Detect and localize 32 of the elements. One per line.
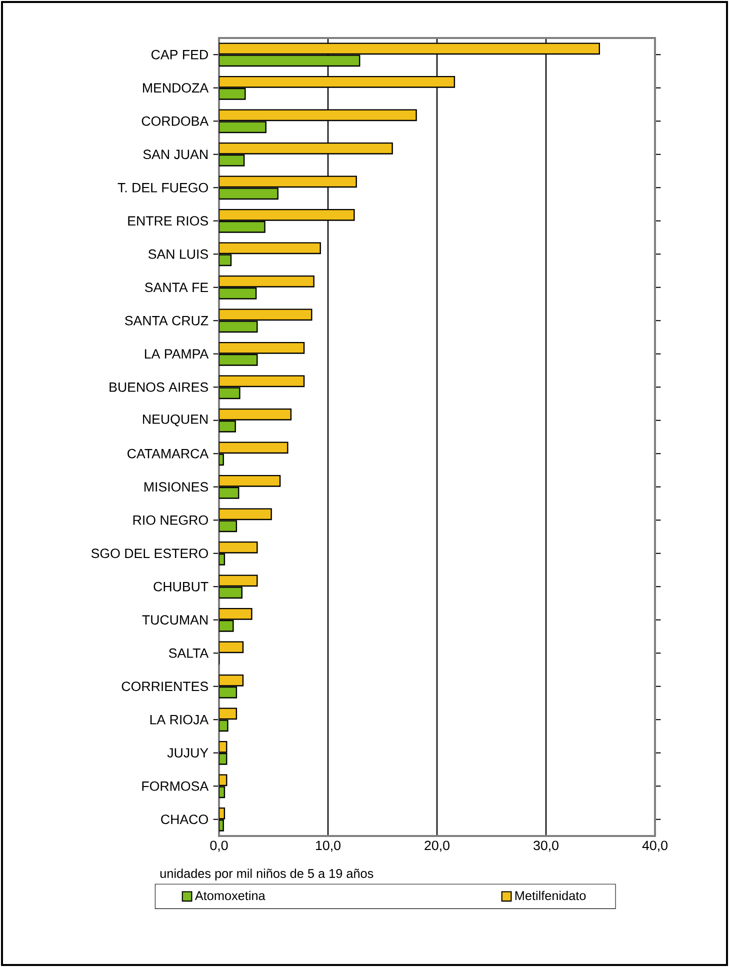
y-tick-label: CORDOBA: [142, 116, 209, 126]
y-tick-label: SALTA: [168, 648, 209, 658]
y-tick-label: T. DEL FUEGO: [118, 182, 208, 192]
y-tick-label: TUCUMAN: [142, 615, 208, 625]
y-tick-label: ENTRE RIOS: [128, 216, 208, 226]
y-tick-label: SANTA CRUZ: [125, 316, 208, 326]
y-tick-label: LA RIOJA: [150, 714, 209, 724]
legend-label: Metilfenidato: [515, 890, 586, 900]
x-tick-label: 10,0: [316, 840, 340, 852]
y-tick-label: FORMOSA: [142, 781, 209, 791]
y-tick-label: CHACO: [161, 814, 208, 824]
y-tick-label: BUENOS AIRES: [110, 382, 208, 392]
y-tick-label: CATAMARCA: [128, 448, 209, 458]
y-tick-label: NEUQUEN: [143, 414, 208, 426]
y-tick-label: SAN JUAN: [143, 150, 208, 160]
y-tick-label: CAP FED: [151, 50, 208, 60]
y-tick-label: SGO DEL ESTERO: [91, 548, 208, 558]
legend-label: Atomoxetina: [194, 890, 266, 900]
y-tick-label: LA PAMPA: [144, 349, 209, 358]
y-tick-label: JUJUY: [167, 748, 208, 758]
y-tick-label: MENDOZA: [143, 83, 209, 93]
x-axis-title: unidades por mil niños de 5 a 19 años: [160, 868, 374, 880]
y-tick-label: CORRIENTES: [122, 682, 208, 692]
y-tick-label: RIO NEGRO: [133, 515, 208, 525]
x-tick-label: 20,0: [424, 840, 450, 852]
y-tick-label: MISIONES: [144, 482, 208, 492]
x-tick-label: 0,0: [210, 840, 228, 852]
x-tick-label: 40,0: [642, 840, 668, 852]
y-tick-label: CHUBUT: [154, 582, 208, 592]
y-tick-label: SAN LUIS: [148, 249, 208, 259]
y-tick-label: SANTA FE: [145, 282, 208, 292]
x-tick-label: 30,0: [534, 840, 558, 852]
